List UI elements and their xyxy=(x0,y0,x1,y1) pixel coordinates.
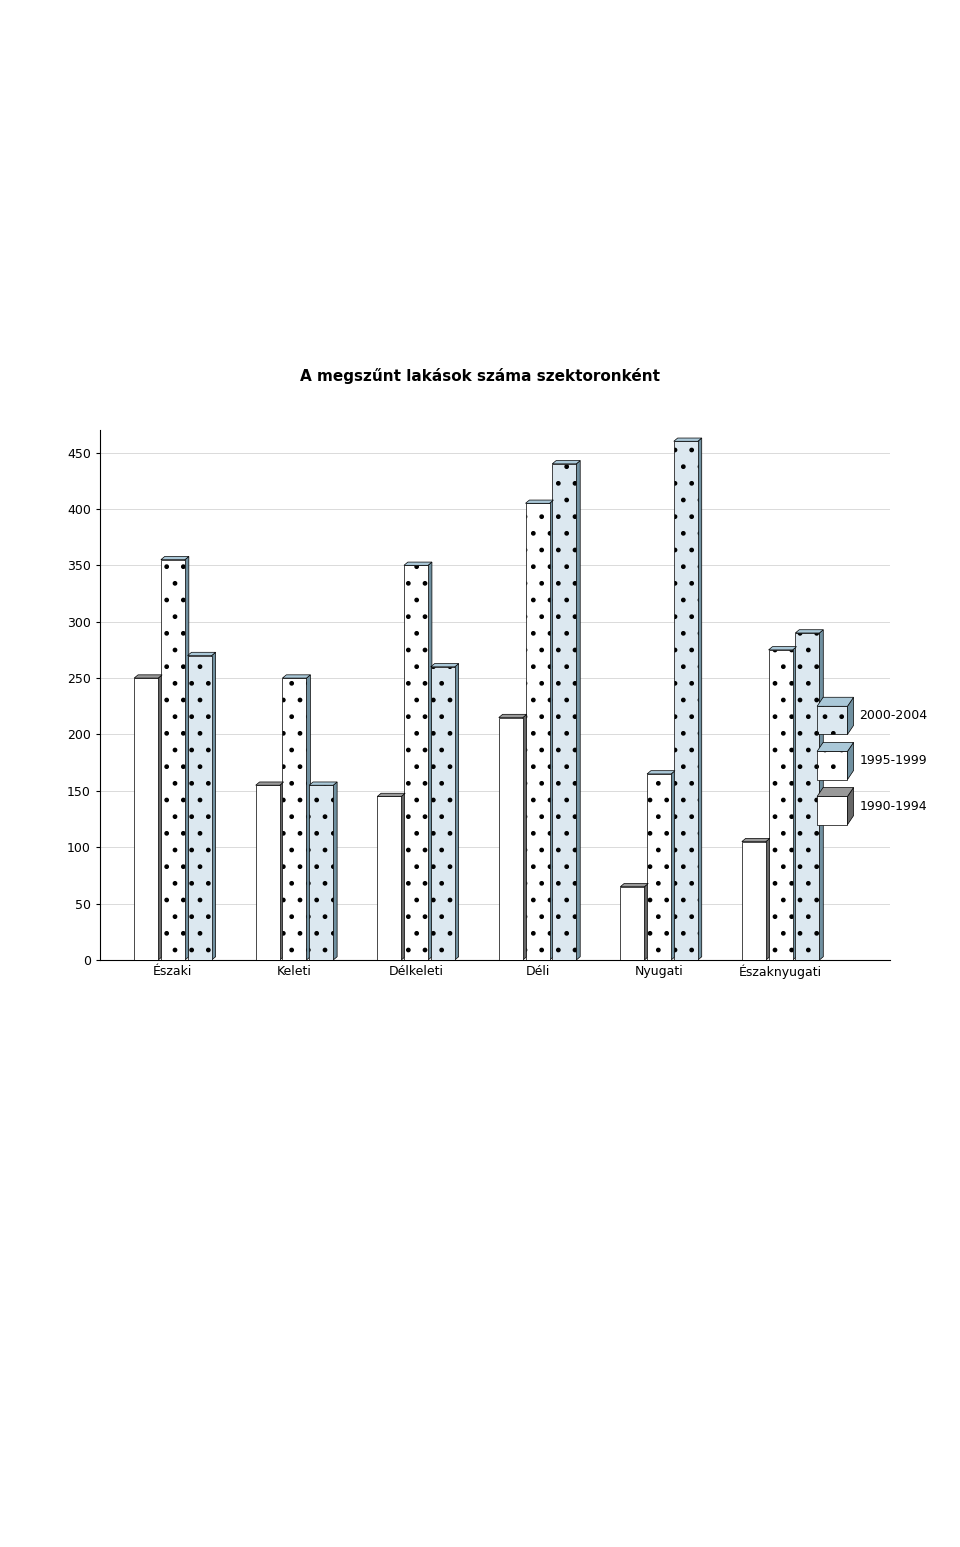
Polygon shape xyxy=(817,743,853,752)
Polygon shape xyxy=(279,781,283,961)
Bar xyxy=(817,707,848,735)
Bar xyxy=(525,503,549,961)
Polygon shape xyxy=(576,461,580,961)
Bar xyxy=(817,752,848,780)
Polygon shape xyxy=(523,715,527,961)
Text: 1990-1994: 1990-1994 xyxy=(859,800,927,812)
Polygon shape xyxy=(552,461,580,464)
Polygon shape xyxy=(134,674,162,678)
Polygon shape xyxy=(377,794,405,797)
Polygon shape xyxy=(185,557,189,961)
Polygon shape xyxy=(158,674,162,961)
Polygon shape xyxy=(404,562,432,565)
Bar xyxy=(309,786,333,961)
Polygon shape xyxy=(212,653,216,961)
Polygon shape xyxy=(620,883,648,886)
Bar xyxy=(795,633,820,961)
Bar xyxy=(674,441,698,961)
Polygon shape xyxy=(817,698,853,707)
Bar xyxy=(552,464,576,961)
Bar xyxy=(404,565,428,961)
Polygon shape xyxy=(255,781,283,786)
Text: 1995-1999: 1995-1999 xyxy=(859,755,927,767)
Bar xyxy=(255,786,279,961)
Bar xyxy=(742,842,766,961)
Bar xyxy=(187,656,212,961)
Polygon shape xyxy=(499,715,527,718)
Polygon shape xyxy=(644,883,648,961)
Polygon shape xyxy=(820,630,824,961)
Polygon shape xyxy=(282,674,310,678)
Text: 2000-2004: 2000-2004 xyxy=(859,710,927,722)
Polygon shape xyxy=(817,787,853,797)
Polygon shape xyxy=(161,557,189,560)
Bar xyxy=(620,886,644,961)
Bar xyxy=(134,678,158,961)
Bar xyxy=(499,718,523,961)
Polygon shape xyxy=(848,698,853,735)
Bar xyxy=(161,560,185,961)
Bar xyxy=(377,797,401,961)
Polygon shape xyxy=(647,770,675,774)
Polygon shape xyxy=(401,794,405,961)
Polygon shape xyxy=(455,664,459,961)
Polygon shape xyxy=(671,770,675,961)
Polygon shape xyxy=(306,674,310,961)
Polygon shape xyxy=(674,438,702,441)
Bar xyxy=(647,774,671,961)
Polygon shape xyxy=(766,838,770,961)
Polygon shape xyxy=(848,743,853,780)
Polygon shape xyxy=(187,653,216,656)
Bar xyxy=(769,650,793,961)
Polygon shape xyxy=(333,781,337,961)
Polygon shape xyxy=(742,838,770,842)
Polygon shape xyxy=(309,781,337,786)
Polygon shape xyxy=(698,438,702,961)
Polygon shape xyxy=(769,647,797,650)
Polygon shape xyxy=(795,630,824,633)
Polygon shape xyxy=(431,664,459,667)
Bar xyxy=(817,797,848,825)
Polygon shape xyxy=(549,500,554,961)
Text: A megszűnt lakások száma szektoronként: A megszűnt lakások száma szektoronként xyxy=(300,368,660,384)
Polygon shape xyxy=(793,647,797,961)
Polygon shape xyxy=(428,562,432,961)
Bar xyxy=(282,678,306,961)
Polygon shape xyxy=(525,500,554,503)
Bar xyxy=(431,667,455,961)
Polygon shape xyxy=(848,787,853,825)
